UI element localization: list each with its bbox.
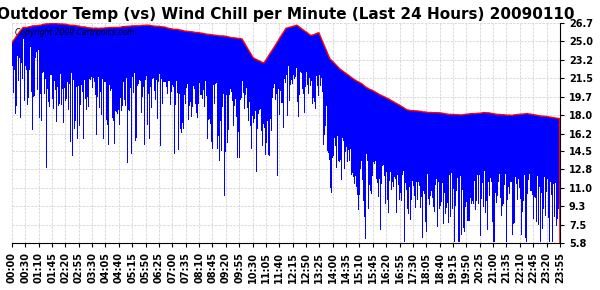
Text: Copyright 2009 Cartronics.com: Copyright 2009 Cartronics.com bbox=[14, 28, 134, 37]
Title: Outdoor Temp (vs) Wind Chill per Minute (Last 24 Hours) 20090110: Outdoor Temp (vs) Wind Chill per Minute … bbox=[0, 7, 575, 22]
